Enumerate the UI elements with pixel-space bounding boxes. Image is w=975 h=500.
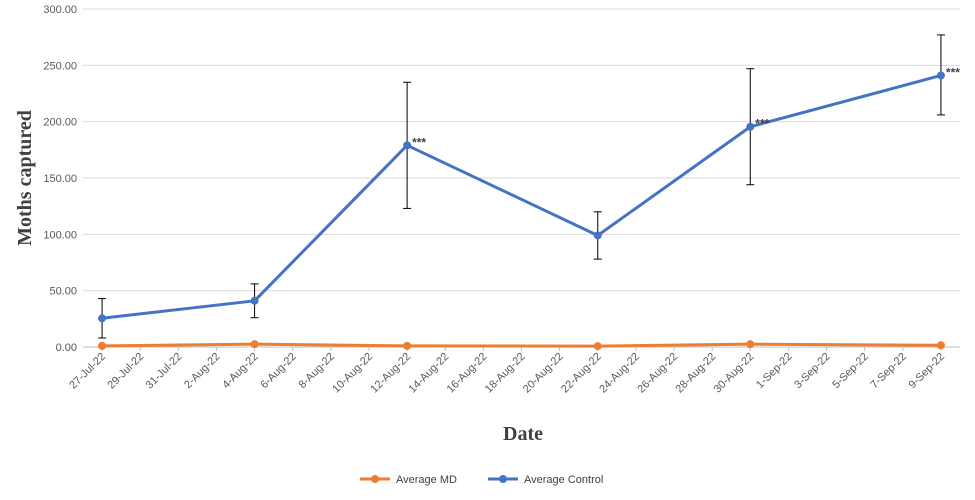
x-tick-label: 1-Sep-22 [754, 351, 794, 391]
x-tick-label: 4-Aug-22 [220, 351, 260, 391]
data-point [593, 342, 602, 351]
legend-marker [499, 475, 507, 483]
data-point [746, 122, 755, 131]
x-tick-label: 20-Aug-22 [521, 351, 566, 396]
data-point [98, 314, 107, 323]
y-tick-label: 300.00 [43, 4, 77, 16]
series-line [102, 342, 941, 348]
x-tick-label: 30-Aug-22 [712, 351, 757, 396]
y-tick-label: 200.00 [43, 117, 77, 129]
data-point [746, 340, 755, 349]
x-tick-label: 5-Sep-22 [830, 351, 870, 391]
x-tick-label: 18-Aug-22 [483, 351, 528, 396]
series-line [101, 74, 942, 320]
x-tick-label: 22-Aug-22 [559, 351, 604, 396]
data-point [403, 341, 412, 350]
y-tick-label: 250.00 [43, 60, 77, 72]
data-point [98, 341, 107, 350]
x-tick-label: 29-Jul-22 [105, 351, 146, 392]
series-average-md [98, 340, 945, 351]
legend: Average MD Average Control [360, 474, 603, 486]
x-tick-label: 12-Aug-22 [368, 351, 413, 396]
x-tick-label: 2-Aug-22 [182, 351, 222, 391]
y-tick-labels: 0.00 50.00 100.00 150.00 200.00 250.00 300.00 [43, 4, 77, 354]
significance-annotation: *** [946, 65, 960, 79]
legend-marker [371, 475, 379, 483]
x-tick-label: 10-Aug-22 [330, 351, 375, 396]
x-tick-labels: 27-Jul-2229-Jul-2231-Jul-222-Aug-224-Aug… [67, 347, 947, 395]
x-tick-label: 16-Aug-22 [445, 351, 490, 396]
data-point [593, 231, 602, 240]
x-tick-label: 3-Sep-22 [792, 351, 832, 391]
data-point [250, 296, 259, 305]
y-tick-label: 0.00 [56, 342, 77, 354]
x-tick-label: 28-Aug-22 [673, 351, 718, 396]
legend-label: Average MD [396, 474, 457, 486]
data-point [936, 341, 945, 350]
annotations: *** *** *** [412, 65, 960, 149]
gridlines [83, 8, 960, 348]
x-tick-label: 7-Sep-22 [868, 351, 908, 391]
x-tick-label: 27-Jul-22 [67, 351, 108, 392]
series-average-control [98, 34, 945, 339]
legend-item: Average MD [360, 474, 457, 486]
series [98, 34, 945, 351]
legend-item: Average Control [488, 474, 603, 486]
significance-annotation: *** [755, 117, 769, 131]
y-axis-title: Moths captured [14, 110, 36, 246]
y-tick-label: 100.00 [43, 229, 77, 241]
y-tick-label: 150.00 [43, 173, 77, 185]
y-tick-label: 50.00 [49, 286, 77, 298]
x-tick-label: 9-Sep-22 [907, 351, 947, 391]
x-tick-label: 31-Jul-22 [144, 351, 185, 392]
x-tick-label: 6-Aug-22 [258, 351, 298, 391]
x-tick-label: 14-Aug-22 [407, 351, 452, 396]
data-point [936, 71, 945, 80]
legend-label: Average Control [524, 474, 603, 486]
data-point [403, 141, 412, 150]
data-point [250, 340, 259, 349]
x-tick-label: 26-Aug-22 [635, 351, 680, 396]
x-axis-title: Date [503, 423, 543, 445]
x-tick-label: 24-Aug-22 [597, 351, 642, 396]
significance-annotation: *** [412, 135, 426, 149]
